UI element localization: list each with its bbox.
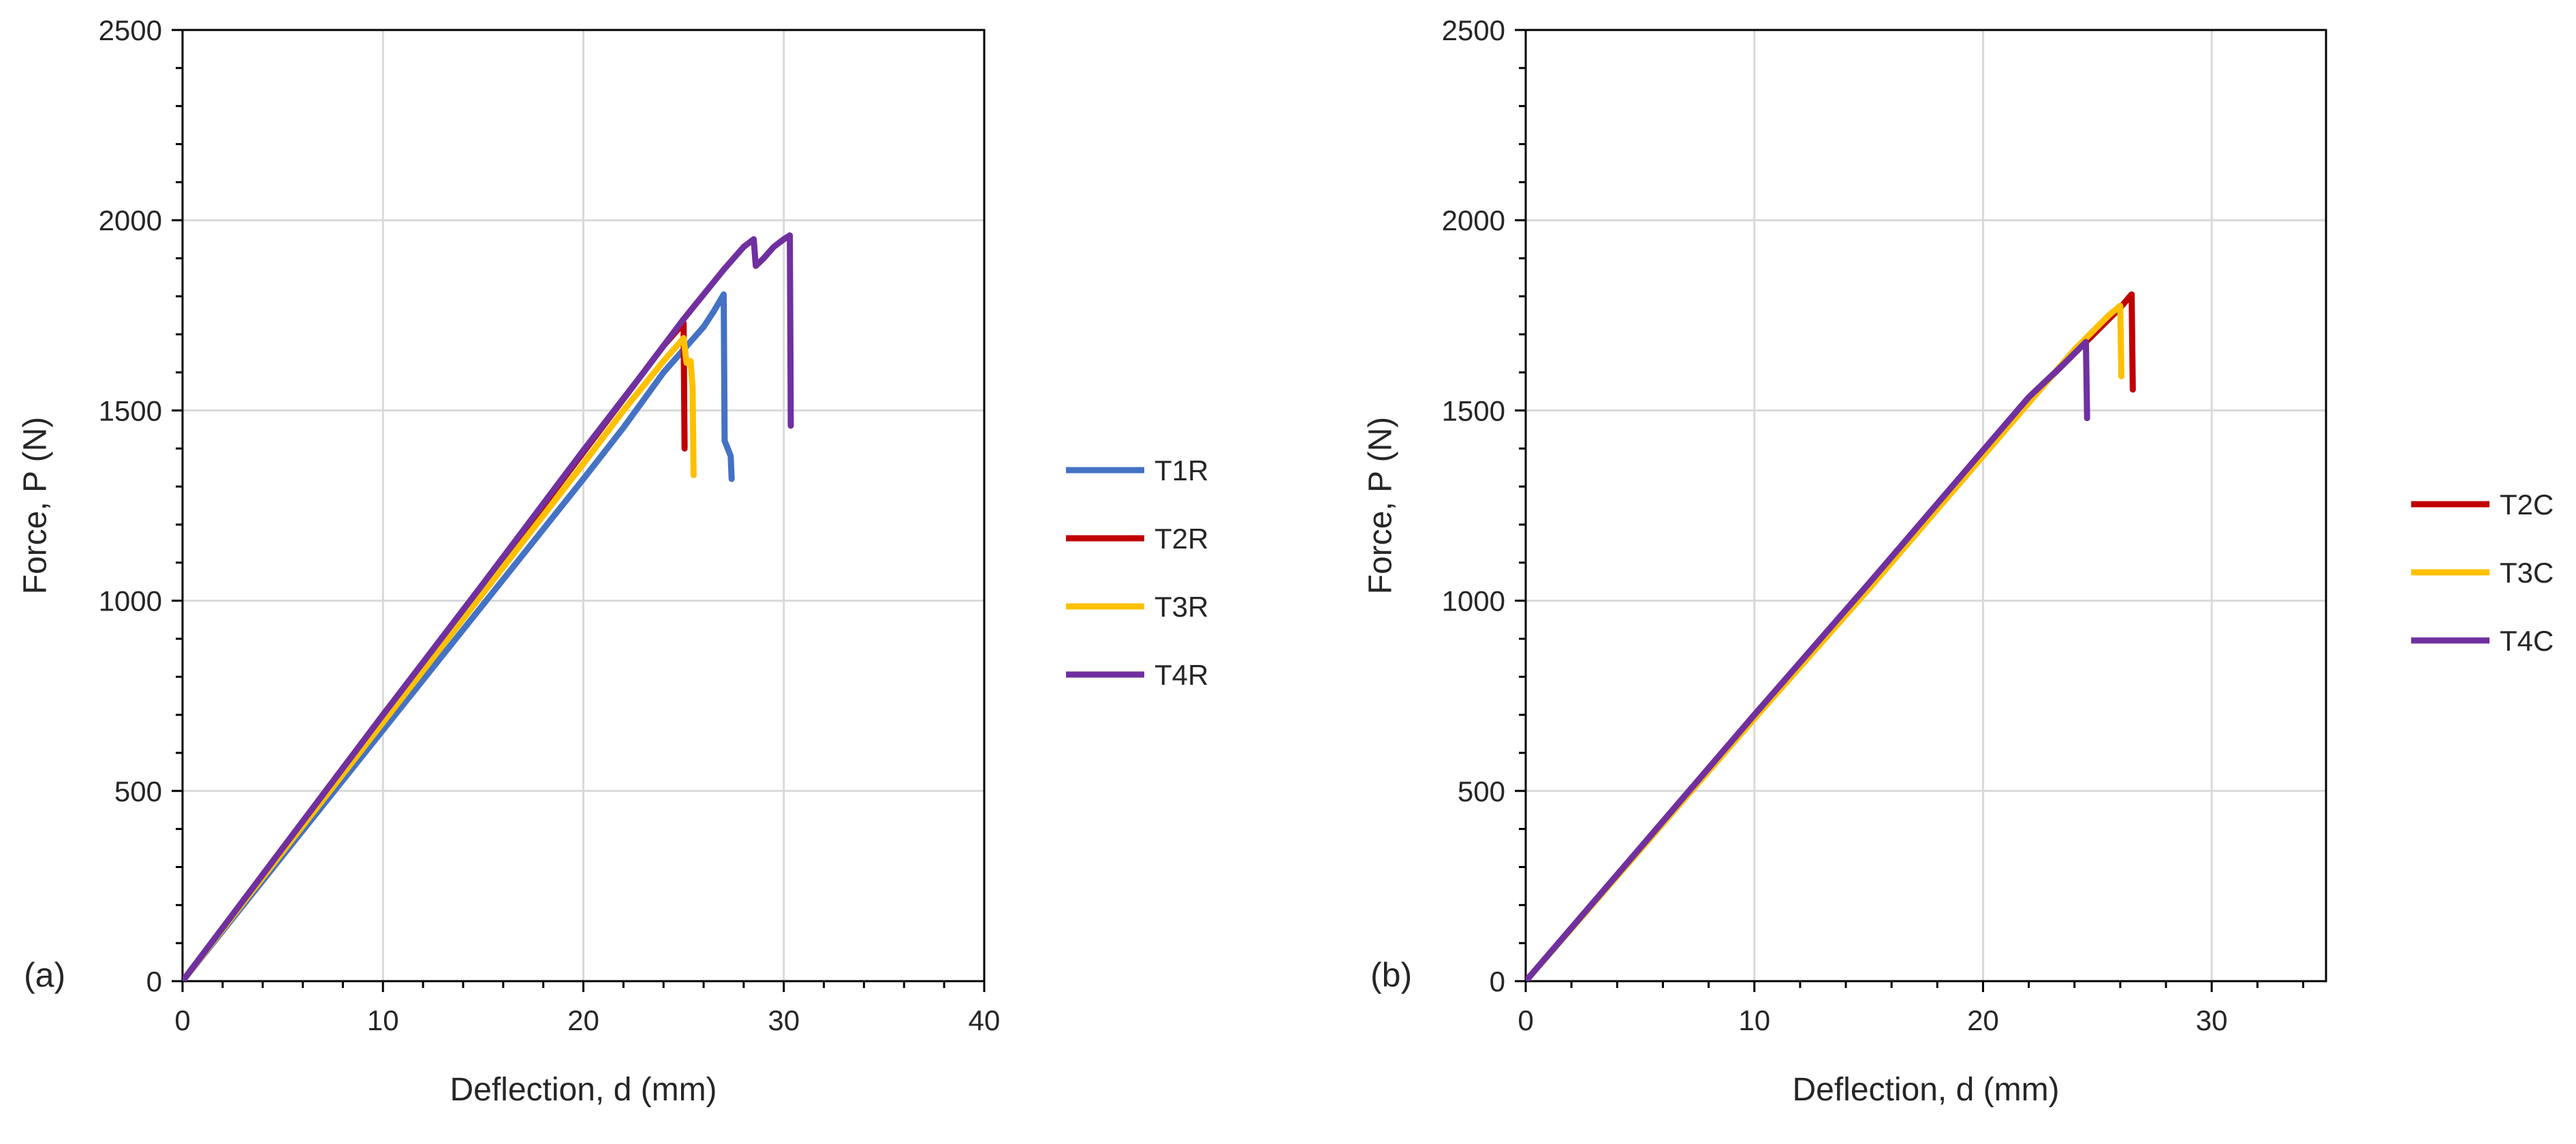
x-tick-label: 0: [174, 1004, 190, 1036]
y-tick-label: 1000: [1442, 585, 1505, 617]
y-tick-label: 1500: [1442, 395, 1505, 427]
x-tick-label: 20: [567, 1004, 599, 1036]
legend-label-t2r: T2R: [1155, 523, 1208, 555]
series-group: [183, 232, 794, 981]
legend-label-t4r: T4R: [1155, 659, 1208, 691]
y-tick-label: 0: [1490, 965, 1505, 998]
legend-label-t4c: T4C: [2500, 625, 2554, 657]
legend-label-t2c: T2C: [2500, 489, 2554, 521]
y-tick-label: 500: [1458, 775, 1505, 807]
series-group: [1526, 291, 2136, 981]
y-tick-label: 2000: [99, 204, 162, 236]
panel-label: (a): [24, 956, 65, 994]
y-axis-title: Force, P (N): [1363, 417, 1399, 594]
y-axis-title: Force, P (N): [18, 417, 54, 594]
legend-label-t3c: T3C: [2500, 557, 2554, 589]
x-tick-label: 30: [768, 1004, 800, 1036]
y-tick-label: 500: [114, 775, 162, 807]
x-tick-label: 40: [969, 1004, 1001, 1036]
x-tick-label: 30: [2196, 1004, 2228, 1036]
x-axis-title: Deflection, d (mm): [1792, 1072, 2059, 1108]
legend-label-t3r: T3R: [1155, 591, 1208, 623]
series-line-t3r: [183, 335, 697, 981]
x-axis-title: Deflection, d (mm): [450, 1072, 717, 1108]
chart-panel-a: 0 10 20 30 40 0 500 1000 1500 2000 2500 Deflection,…: [18, 14, 1209, 1108]
x-tick-label: 20: [1967, 1004, 1999, 1036]
y-tick-label: 0: [146, 965, 162, 998]
y-tick-label: 2000: [1442, 204, 1505, 236]
x-tick-label: 10: [367, 1004, 399, 1036]
x-tick-label: 0: [1518, 1004, 1533, 1036]
y-tick-label: 2500: [99, 14, 162, 46]
series-line-t4r: [183, 232, 794, 981]
y-tick-label: 1500: [99, 395, 162, 427]
panel-label: (b): [1370, 956, 1412, 994]
chart-panel-b: 0 10 20 30 0 500 1000 1500 2000 2500 Deflection, d…: [1363, 14, 2554, 1108]
y-tick-label: 2500: [1442, 14, 1505, 46]
x-tick-label: 10: [1738, 1004, 1770, 1036]
legend-label-t1r: T1R: [1155, 454, 1208, 486]
series-line-t4c: [1526, 339, 2090, 981]
y-tick-label: 1000: [99, 585, 162, 617]
plot-area-border: [1524, 29, 2327, 983]
